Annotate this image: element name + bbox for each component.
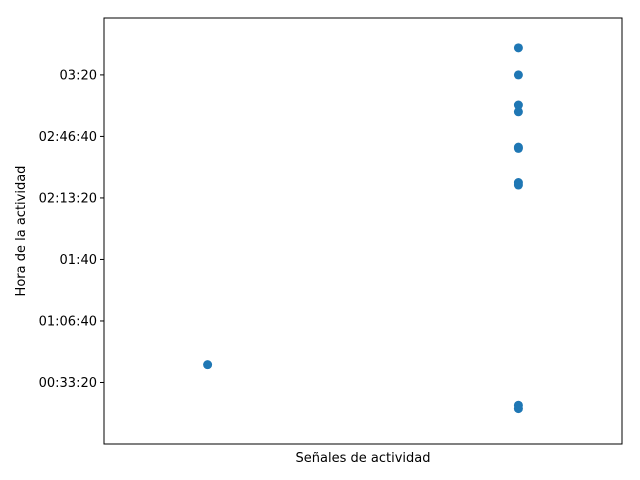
data-point xyxy=(513,143,523,153)
data-point xyxy=(513,404,523,414)
plot-area xyxy=(104,18,622,444)
y-tick-label: 02:13:20 xyxy=(39,191,97,206)
y-tick-label: 03:20 xyxy=(60,68,97,83)
y-tick-label: 02:46:40 xyxy=(39,130,97,145)
data-point xyxy=(513,43,523,53)
data-point xyxy=(513,180,523,190)
data-point xyxy=(513,100,523,110)
y-axis-label: Hora de la actividad xyxy=(14,166,29,297)
y-tick-label: 00:33:20 xyxy=(39,376,97,391)
data-point xyxy=(203,360,213,370)
data-point xyxy=(513,107,523,117)
x-axis-label: Señales de actividad xyxy=(296,451,431,466)
y-tick-label: 01:06:40 xyxy=(39,314,97,329)
y-tick-label: 01:40 xyxy=(60,253,97,268)
plot-frame xyxy=(103,17,623,445)
y-axis-ticks: 00:33:20 01:06:40 01:40 02:13:20 02:46:40 03:… xyxy=(39,68,104,391)
data-point xyxy=(513,70,523,80)
data-points xyxy=(203,43,523,414)
